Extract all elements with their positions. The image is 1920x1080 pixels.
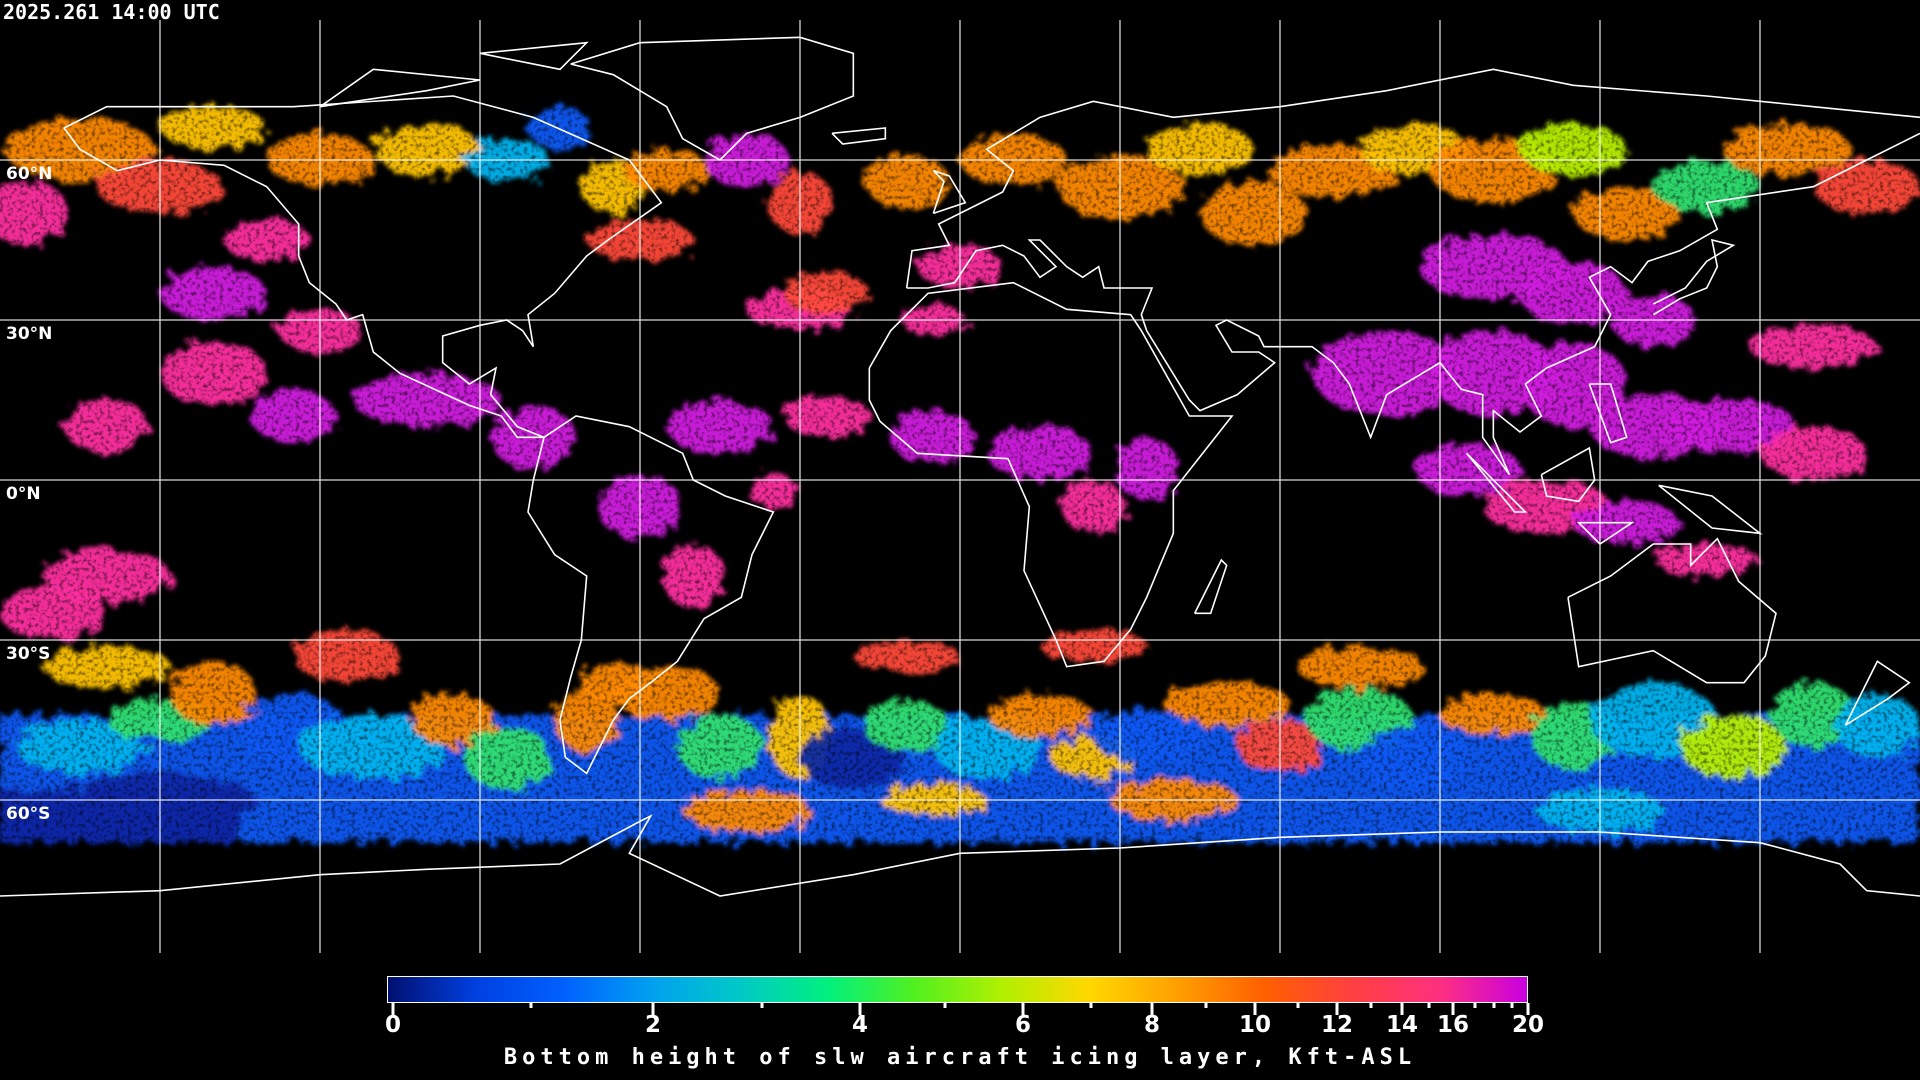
coastline — [1567, 537, 1777, 684]
colorbar-tick-label: 4 — [851, 1012, 869, 1038]
latitude-label: 30°S — [6, 644, 51, 664]
colorbar-tick-label: 2 — [644, 1012, 662, 1038]
colorbar-tick-label: 10 — [1238, 1012, 1272, 1038]
latitude-label: 0°N — [6, 484, 41, 504]
coastline — [1466, 452, 1528, 513]
coastline — [905, 68, 1920, 289]
colorbar-tick-label: 16 — [1436, 1012, 1470, 1038]
coastline — [570, 36, 855, 161]
coastline — [868, 281, 1234, 668]
coastline — [1844, 660, 1911, 727]
coastline — [63, 95, 663, 439]
coastline — [1588, 383, 1628, 444]
satellite-icing-map — [0, 0, 1920, 960]
coastline — [1193, 558, 1228, 615]
coastline — [1576, 521, 1635, 545]
colorbar-title: Bottom height of slw aircraft icing laye… — [503, 1045, 1417, 1070]
colorbar-tick-label: 14 — [1385, 1012, 1419, 1038]
coastline — [1540, 446, 1596, 503]
coastline — [831, 127, 887, 145]
latitude-label: 60°N — [6, 164, 53, 184]
colorbar-tick-label: 0 — [384, 1012, 402, 1038]
lat-lon-grid — [0, 20, 1920, 953]
colorbar-tick-label: 6 — [1014, 1012, 1032, 1038]
coastline — [906, 132, 1920, 476]
latitude-label: 60°S — [6, 804, 51, 824]
colorbar-tick-label: 20 — [1511, 1012, 1545, 1038]
colorbar-tick-label: 12 — [1320, 1012, 1354, 1038]
latitude-label: 30°N — [6, 324, 53, 344]
timestamp: 2025.261 14:00 UTC — [3, 0, 220, 24]
colorbar-ticks — [391, 1003, 1530, 1015]
coastlines — [0, 36, 1920, 897]
coastline — [1652, 238, 1736, 316]
colorbar — [387, 976, 1528, 1003]
colorbar-tick-label: 8 — [1143, 1012, 1161, 1038]
coastline — [479, 41, 589, 71]
